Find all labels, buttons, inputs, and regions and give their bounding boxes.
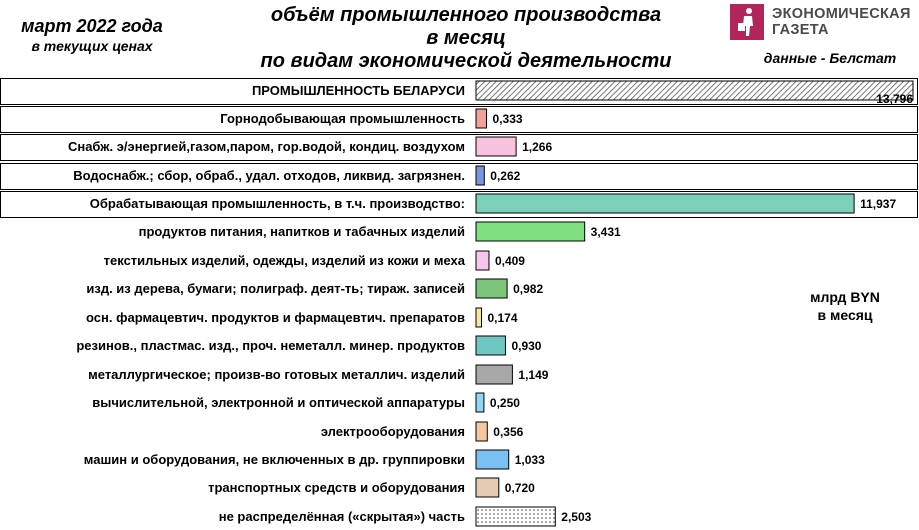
title-line-1: объём промышленного производства <box>270 4 662 26</box>
bar <box>475 278 508 299</box>
briefcase-walker-icon <box>730 4 764 40</box>
bar <box>475 193 855 214</box>
category-label: не распределённая («скрытая») часть <box>218 508 465 524</box>
category-label: Обрабатывающая промышленность, в т.ч. пр… <box>89 195 465 211</box>
value-label: 3,431 <box>590 224 621 239</box>
value-label: 0,262 <box>490 168 521 183</box>
bar <box>475 335 506 356</box>
bar <box>475 165 485 186</box>
bar <box>475 364 513 385</box>
category-label: электрооборудования <box>320 423 465 439</box>
value-label: 11,937 <box>860 196 897 211</box>
value-label: 0,174 <box>487 310 518 325</box>
logo-text-line-2: ГАЗЕТА <box>772 22 829 38</box>
category-label: осн. фармацевтич. продуктов и фармацевти… <box>86 309 465 325</box>
bar <box>475 421 488 442</box>
unit-line-1: млрд BYN <box>810 289 880 305</box>
value-label: 0,356 <box>493 424 524 439</box>
bar <box>475 80 914 101</box>
period-label: март 2022 года <box>21 16 163 36</box>
bar <box>475 250 490 271</box>
bar <box>475 506 556 527</box>
value-label: 0,250 <box>489 395 520 410</box>
value-label: 0,333 <box>492 111 523 126</box>
unit-line-2: в месяц <box>817 307 873 323</box>
title-line-3: по видам экономической деятельности <box>260 50 672 72</box>
bar <box>475 449 510 470</box>
value-label: 0,720 <box>504 480 535 495</box>
category-label: изд. из дерева, бумаги; полиграф. деят-т… <box>86 280 465 296</box>
value-label: 13,796 <box>876 91 913 106</box>
value-label: 1,033 <box>514 452 545 467</box>
logo-text-line-1: ЭКОНОМИЧЕСКАЯ <box>772 6 911 22</box>
row-frame <box>0 106 918 133</box>
category-label: продуктов питания, напитков и табачных и… <box>138 223 465 239</box>
logo: ЭКОНОМИЧЕСКАЯ ГАЗЕТА <box>730 4 918 40</box>
category-label: текстильных изделий, одежды, изделий из … <box>103 252 465 268</box>
title-line-2: в месяц <box>426 27 506 49</box>
value-label: 1,266 <box>522 139 553 154</box>
chart-title: объём промышленного производства в месяц… <box>196 4 736 73</box>
bar <box>475 477 500 498</box>
bar <box>475 221 586 242</box>
category-label: машин и оборудования, не включенных в др… <box>83 451 465 467</box>
category-label: ПРОМЫШЛЕННОСТЬ БЕЛАРУСИ <box>251 82 465 98</box>
value-label: 1,149 <box>518 367 549 382</box>
category-label: транспортных средств и оборудования <box>208 479 465 495</box>
bar <box>475 136 517 157</box>
category-label: Водоснабж.; сбор, обраб., удал. отходов,… <box>73 167 465 183</box>
category-label: Горнодобывающая промышленность <box>220 110 465 126</box>
value-label: 0,409 <box>494 253 525 268</box>
category-label: Снабж. э/энергией,газом,паром, гор.водой… <box>67 138 465 154</box>
value-label: 0,982 <box>513 281 544 296</box>
bar <box>475 307 483 328</box>
bar <box>475 108 488 129</box>
category-label: металлургическое; произв-во готовых мета… <box>88 366 465 382</box>
category-label: резинов., пластмас. изд., проч. неметалл… <box>76 337 465 353</box>
value-label: 0,930 <box>511 338 542 353</box>
row-frame <box>0 163 918 190</box>
value-label: 2,503 <box>561 509 592 524</box>
prices-note: в текущих ценах <box>31 38 153 54</box>
logo-text: ЭКОНОМИЧЕСКАЯ ГАЗЕТА <box>772 6 911 38</box>
category-label: вычислительной, электронной и оптической… <box>92 394 465 410</box>
bar <box>475 392 485 413</box>
source-note: данные - Белстат <box>763 50 897 66</box>
unit-label: млрд BYN в месяц <box>790 288 900 324</box>
row-frame <box>0 134 918 161</box>
